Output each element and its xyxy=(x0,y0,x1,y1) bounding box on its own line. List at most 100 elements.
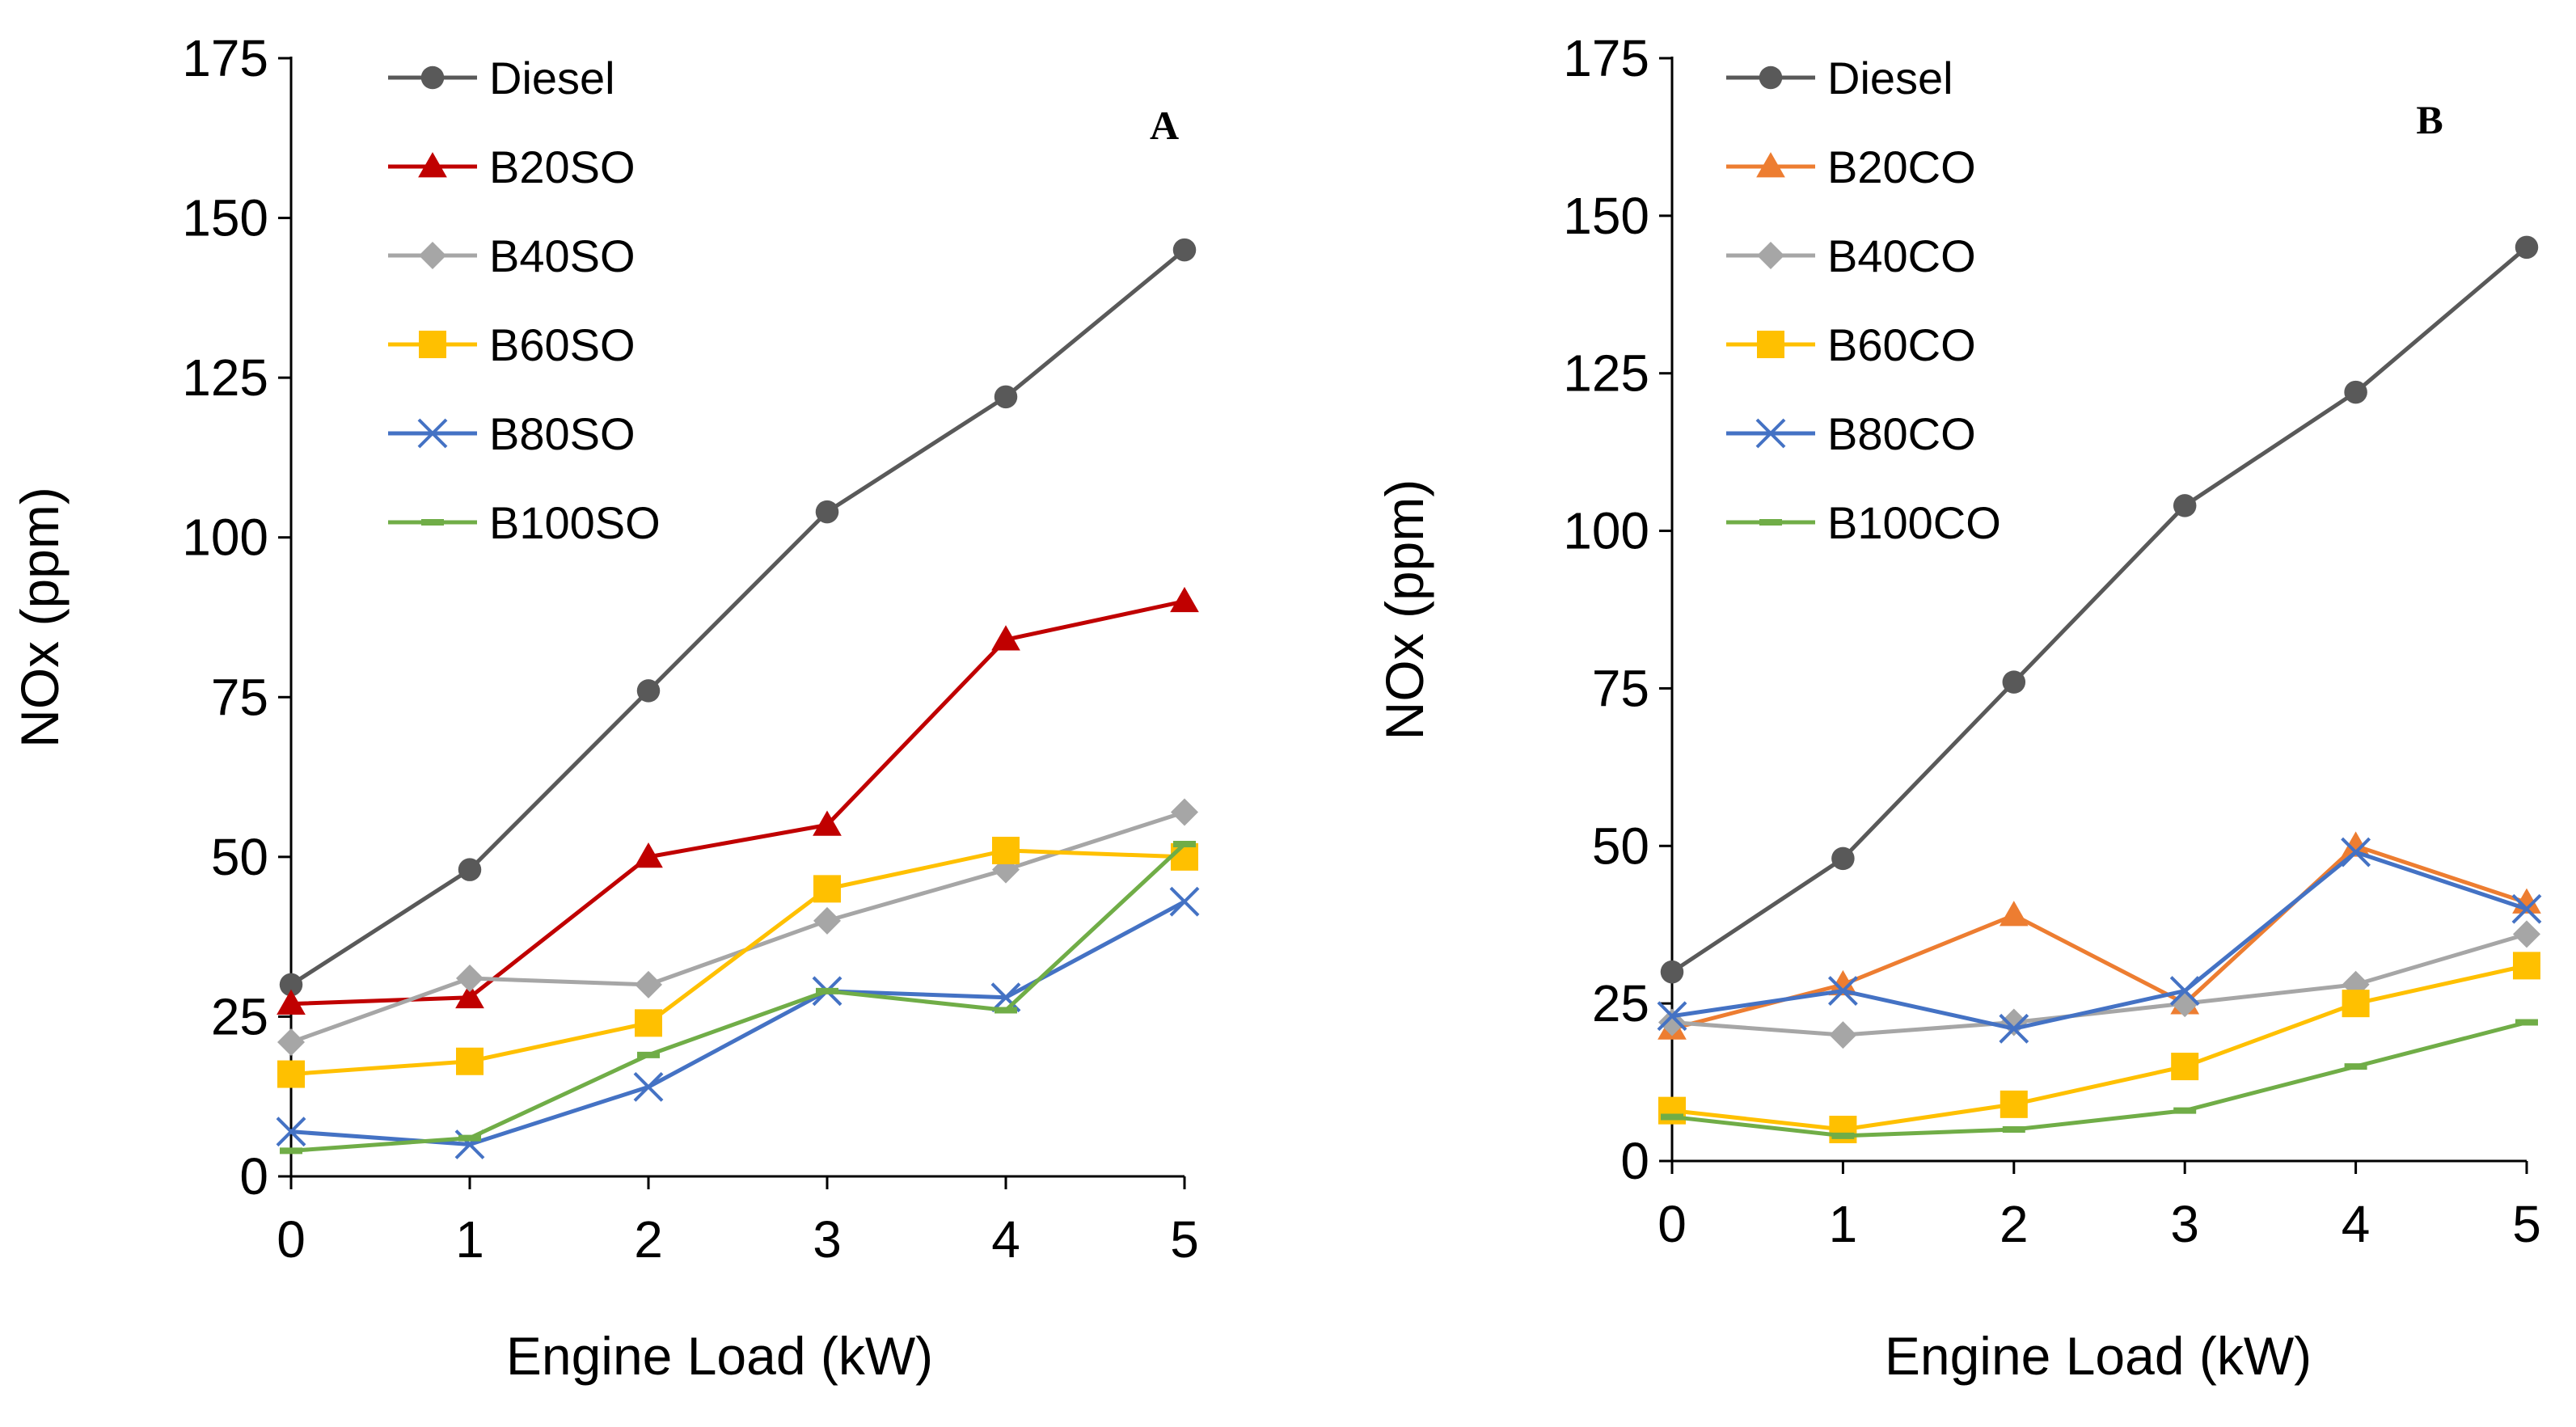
y-tick-label: 75 xyxy=(1592,659,1649,717)
legend-label: B80SO xyxy=(489,408,636,459)
x-tick-label: 3 xyxy=(813,1210,842,1269)
legend-marker xyxy=(1759,65,1783,90)
series-Diesel xyxy=(1660,235,2539,984)
data-point xyxy=(813,810,842,836)
series-B100SO xyxy=(280,841,1196,1155)
y-axis-title: NOx (ppm) xyxy=(10,487,70,748)
y-tick-label: 25 xyxy=(1592,974,1649,1032)
data-point xyxy=(633,1071,664,1102)
series-line xyxy=(290,599,1185,1007)
legend-item: B80SO xyxy=(388,408,636,459)
data-point xyxy=(992,836,1020,864)
y-tick-label: 50 xyxy=(1592,817,1649,875)
series-B40SO xyxy=(277,798,1198,1057)
data-point xyxy=(1999,901,2029,927)
legend-marker xyxy=(1757,242,1784,269)
legend-item: B100SO xyxy=(388,497,661,548)
data-point xyxy=(1828,969,1858,996)
series-line xyxy=(1671,843,2527,1031)
legend-label: Diesel xyxy=(1827,53,1953,103)
data-point xyxy=(1829,1021,1857,1049)
data-point xyxy=(635,1009,662,1037)
data-point xyxy=(634,842,663,868)
data-point xyxy=(1658,1096,1686,1125)
data-point xyxy=(815,500,839,524)
data-point xyxy=(456,965,484,993)
y-tick-label: 0 xyxy=(239,1147,268,1205)
data-point xyxy=(456,1047,484,1075)
legend-marker xyxy=(418,152,447,178)
data-point xyxy=(279,973,303,997)
y-tick-label: 100 xyxy=(182,509,268,567)
data-point xyxy=(277,1028,305,1057)
series-line xyxy=(1671,850,2527,1031)
series-B80CO xyxy=(1657,837,2542,1044)
series-B100CO xyxy=(1661,1019,2538,1139)
data-point xyxy=(277,989,306,1015)
series-B60CO xyxy=(1658,952,2540,1144)
data-point xyxy=(1171,842,1198,871)
series-line xyxy=(289,248,1186,987)
data-point xyxy=(2511,893,2542,924)
x-tick-label: 2 xyxy=(634,1210,663,1269)
legend-item: B80CO xyxy=(1726,408,1976,459)
x-tick-label: 3 xyxy=(2170,1195,2199,1253)
x-axis-title: Engine Load (kW) xyxy=(1885,1326,2312,1386)
y-tick-label: 150 xyxy=(1563,187,1649,245)
data-point xyxy=(2169,976,2200,1006)
panel-label: B xyxy=(2416,97,2443,142)
data-point xyxy=(2173,494,2197,517)
legend-marker xyxy=(419,242,446,269)
y-tick-label: 125 xyxy=(182,348,268,407)
legend-marker xyxy=(1756,152,1785,178)
x-tick-label: 4 xyxy=(991,1210,1020,1269)
series-line xyxy=(1671,1020,2527,1138)
legend: Diesel B20SO B40SO B60SO B80SO B100SO xyxy=(388,53,661,548)
data-point xyxy=(2342,990,2370,1018)
y-axis-title: NOx (ppm) xyxy=(1375,479,1434,741)
data-point xyxy=(1170,586,1199,613)
legend-item: B100CO xyxy=(1726,497,2001,548)
data-point xyxy=(994,385,1018,409)
data-point xyxy=(990,982,1021,1013)
legend-item: B60CO xyxy=(1726,319,1976,370)
legend-item: Diesel xyxy=(1726,53,1953,103)
legend-marker xyxy=(1755,418,1786,449)
legend-label: B20SO xyxy=(489,141,636,192)
legend-label: B100SO xyxy=(489,497,661,548)
data-point xyxy=(1999,1013,2029,1044)
data-point xyxy=(2171,1053,2199,1081)
legend-item: B20CO xyxy=(1726,141,1976,192)
data-point xyxy=(2341,837,2371,868)
legend-item: Diesel xyxy=(388,53,615,103)
y-tick-label: 150 xyxy=(182,189,268,247)
y-tick-label: 75 xyxy=(211,668,268,726)
legend-marker xyxy=(1757,331,1784,358)
legend-marker xyxy=(420,65,445,90)
series-line xyxy=(1670,245,2528,974)
data-point xyxy=(635,970,662,998)
chart-panel-B: 0 25 50 75 100 125 150 175 0 1 2 3 4 5 Engine Load (kW… xyxy=(1375,29,2542,1386)
series-Diesel xyxy=(279,238,1197,997)
x-tick-label: 5 xyxy=(1170,1210,1199,1269)
y-tick-label: 0 xyxy=(1620,1132,1649,1190)
y-tick-label: 125 xyxy=(1563,344,1649,403)
y-tick-label: 50 xyxy=(211,828,268,886)
data-point xyxy=(2000,1008,2028,1036)
y-tick-label: 100 xyxy=(1563,502,1649,560)
data-point xyxy=(1172,238,1197,262)
series-B40CO xyxy=(1658,920,2540,1049)
data-point xyxy=(813,906,841,935)
legend-marker xyxy=(417,418,448,449)
legend: Diesel B20CO B40CO B60CO B80CO B100CO xyxy=(1726,53,2001,548)
data-point xyxy=(1657,1001,1687,1032)
x-tick-label: 0 xyxy=(277,1210,306,1269)
panel-label: A xyxy=(1150,103,1179,148)
legend-marker xyxy=(419,331,446,358)
legend-label: B60SO xyxy=(489,319,636,370)
data-point xyxy=(636,679,661,703)
data-point xyxy=(1171,798,1198,826)
data-point xyxy=(455,982,484,1009)
x-tick-label: 0 xyxy=(1658,1195,1687,1253)
